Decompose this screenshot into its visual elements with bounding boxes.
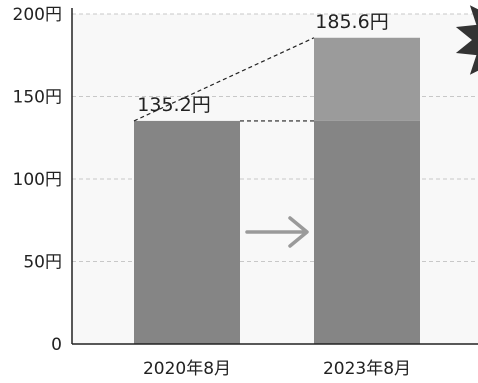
- y-tick-label: 0: [51, 335, 62, 355]
- bar-2023-increase: [314, 37, 420, 121]
- y-tick-label: 200円: [13, 5, 62, 25]
- bar-2020: [134, 120, 240, 344]
- bar-2023-base: [314, 120, 420, 344]
- y-tick-label: 50円: [23, 253, 62, 273]
- dashed-trend-line: [133, 37, 315, 122]
- y-tick-label: 150円: [13, 88, 62, 108]
- x-category-label: 2023年8月: [323, 359, 411, 379]
- x-category-label: 2020年8月: [143, 359, 231, 379]
- data-label: 135.2円: [137, 94, 210, 116]
- y-tick-label: 100円: [13, 170, 62, 190]
- data-label: 185.6円: [315, 11, 388, 33]
- starburst-icon: [455, 5, 478, 75]
- arrow-icon-head: [288, 216, 309, 248]
